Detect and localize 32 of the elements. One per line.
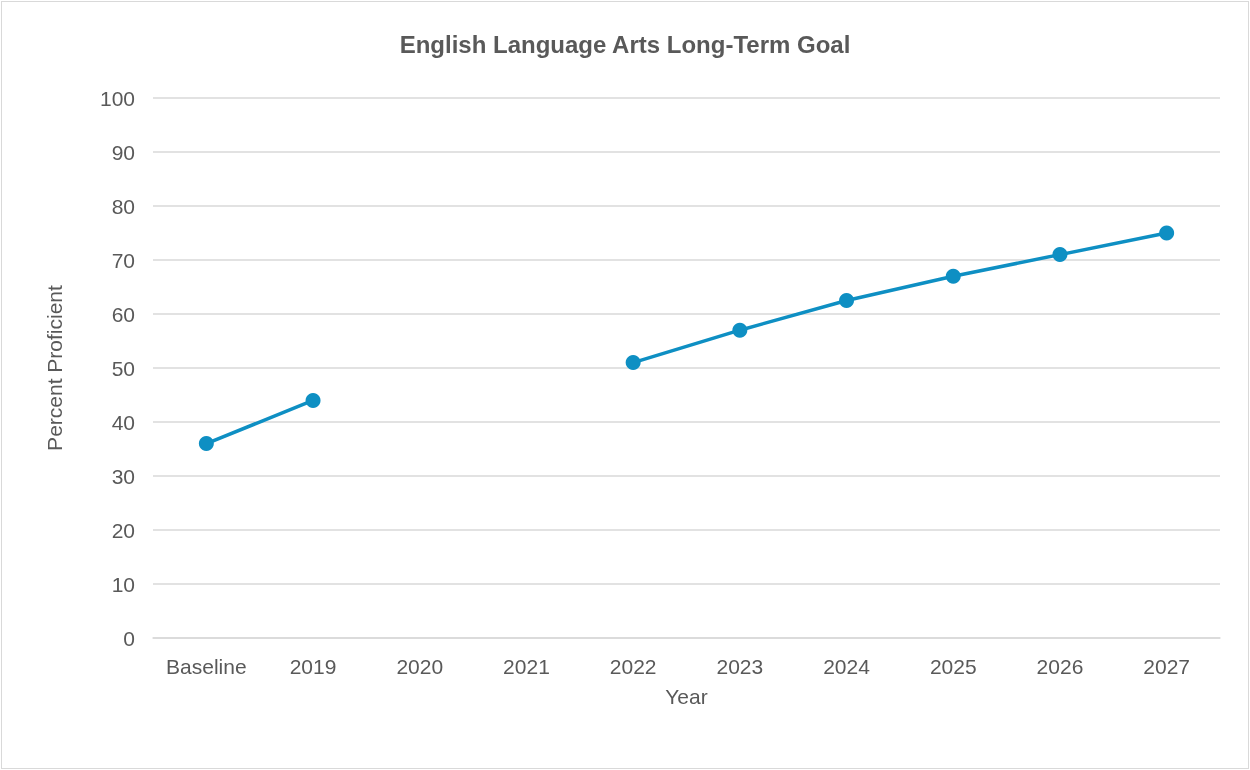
point <box>625 355 641 371</box>
x-tick-label: 2020 <box>396 655 444 678</box>
x-axis-title: Year <box>665 685 708 708</box>
x-tick-label: 2025 <box>929 655 977 678</box>
x-tick-label: 2024 <box>823 655 871 678</box>
y-tick-label: 90 <box>111 140 135 164</box>
x-tick-label: 2027 <box>1143 655 1191 678</box>
y-tick-label: 80 <box>111 194 135 218</box>
y-axis-title: Percent Proficient <box>43 284 66 451</box>
chart-title: English Language Arts Long-Term Goal <box>399 30 851 58</box>
point <box>198 436 214 452</box>
x-tick-label: Baseline <box>166 655 247 678</box>
y-tick-label: 10 <box>111 572 135 596</box>
y-tick-label: 40 <box>111 410 135 434</box>
x-tick-label: 2026 <box>1036 655 1084 678</box>
y-tick-label: 70 <box>111 248 135 272</box>
y-tick-label: 100 <box>99 86 135 110</box>
point <box>1159 225 1175 241</box>
point <box>839 293 855 308</box>
y-tick-label: 50 <box>111 356 135 380</box>
point <box>305 392 321 408</box>
y-tick-label: 60 <box>111 302 135 326</box>
point <box>945 268 961 284</box>
y-tick-label: 0 <box>123 626 135 650</box>
y-tick-label: 20 <box>111 518 135 542</box>
y-tick-label: 30 <box>111 464 135 488</box>
x-tick-label: 2019 <box>289 655 337 678</box>
point <box>1052 247 1068 263</box>
point <box>732 322 748 338</box>
x-tick-label: 2021 <box>503 655 550 678</box>
x-tick-label: 2022 <box>609 655 657 678</box>
x-tick-label: 2023 <box>716 655 764 678</box>
